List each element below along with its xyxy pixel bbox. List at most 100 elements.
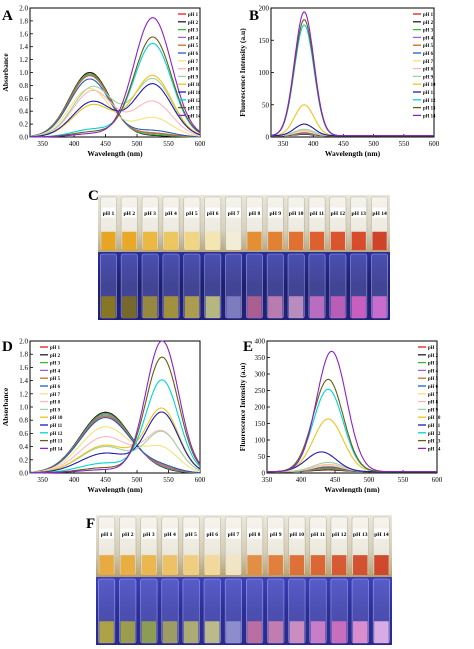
vial — [245, 253, 263, 319]
vial — [224, 578, 242, 644]
legend-entry: pH 8 — [428, 401, 439, 406]
vial — [141, 253, 159, 319]
y-tick-label: 100 — [259, 69, 270, 77]
legend-entry: pH 12 — [188, 99, 201, 104]
x-tick-label: 600 — [429, 140, 440, 148]
vial: pH 2 — [119, 516, 137, 576]
x-tick-label: 500 — [132, 140, 143, 148]
vial: pH 11 — [309, 516, 327, 576]
vial — [182, 578, 200, 644]
plot-frame — [266, 340, 438, 474]
vial-label: pH 14 — [374, 532, 389, 538]
legend-entry: pH 11 — [50, 424, 63, 429]
x-axis-label: Wavelength (nm) — [87, 149, 143, 158]
x-tick-label: 450 — [100, 476, 111, 484]
x-tick-label: 500 — [364, 476, 375, 484]
legend-entry: pH 7 — [188, 60, 199, 65]
x-tick-label: 600 — [195, 476, 206, 484]
legend-entry: pH 10 — [423, 83, 436, 88]
vial-label: pH 13 — [353, 532, 368, 538]
panel-label-e: E — [243, 339, 253, 355]
legend-entry: pH 1 — [423, 13, 434, 18]
y-tick-label: 0.0 — [19, 134, 28, 142]
vial — [98, 578, 116, 644]
legend-entry: pH 7 — [50, 393, 61, 398]
x-tick-label: 400 — [308, 140, 319, 148]
legend-entry: pH 5 — [188, 44, 199, 49]
vial: pH 4 — [161, 516, 179, 576]
panel-label-b: B — [249, 8, 259, 24]
y-tick-label: 100 — [255, 437, 266, 445]
legend-entry: pH 11 — [188, 91, 201, 96]
vial — [162, 253, 180, 319]
vial: pH 4 — [162, 196, 180, 251]
series-line — [266, 451, 437, 473]
y-tick-label: 0.4 — [19, 443, 28, 451]
vial: pH 11 — [308, 196, 326, 251]
series-line — [29, 78, 200, 138]
legend-entry: pH 2 — [423, 21, 434, 26]
vial-label: pH 8 — [249, 532, 261, 538]
series-line — [29, 416, 201, 474]
legend-entry: pH 2 — [50, 354, 61, 359]
vials-photo-uv-1 — [98, 252, 390, 320]
vial: pH 5 — [182, 516, 200, 576]
y-tick-label: 0.6 — [19, 430, 28, 438]
vial-label: pH 11 — [310, 211, 324, 217]
legend-entry: pH 11 — [428, 424, 441, 429]
vial-label: pH 2 — [123, 211, 135, 217]
legend-entry: pH 12 — [423, 99, 436, 104]
legend-entry: pH 5 — [428, 377, 439, 382]
vial: pH 1 — [99, 196, 117, 251]
vial-label: pH 6 — [206, 532, 218, 538]
legend-entry: pH 9 — [423, 75, 434, 80]
legend-entry: pH 14 — [423, 114, 436, 119]
legend-entry: pH 13 — [423, 107, 436, 112]
y-tick-label: 1.8 — [19, 17, 28, 25]
x-tick-label: 500 — [368, 140, 379, 148]
vial-label: pH 3 — [143, 532, 155, 538]
series-line — [29, 88, 201, 137]
series-line — [270, 19, 434, 137]
legend-entry: pH 2 — [428, 354, 439, 359]
legend-entry: pH 10 — [50, 416, 63, 421]
vial — [308, 253, 326, 319]
legend-entry: pH 6 — [423, 52, 434, 57]
vial: pH 6 — [204, 196, 222, 251]
vial: pH 5 — [183, 196, 201, 251]
legend-entry: pH 3 — [423, 29, 434, 34]
y-tick-label: 300 — [255, 371, 266, 379]
legend-entry: pH 11 — [423, 91, 436, 96]
legend-entry: pH 6 — [50, 385, 61, 390]
y-tick-label: 1.0 — [19, 69, 28, 77]
vial — [225, 253, 243, 319]
y-tick-label: 400 — [255, 338, 266, 346]
chart-a: A 350 400 450 500 550 600 0.0 0.2 0.4 0.6 0.8 1.0 1.… — [1, 5, 206, 159]
x-tick-label: 450 — [100, 140, 111, 148]
y-tick-label: 0.0 — [19, 470, 28, 478]
vial — [372, 578, 390, 644]
vial-label: pH 10 — [290, 532, 305, 538]
series-line — [30, 379, 201, 474]
vial-label: pH 7 — [228, 211, 240, 217]
x-tick-label: 600 — [195, 140, 206, 148]
vial: pH 13 — [351, 516, 369, 576]
legend-entry: pH 9 — [188, 75, 199, 80]
vial-label: pH 3 — [144, 211, 156, 217]
vial: pH 12 — [330, 516, 348, 576]
legend-entry: pH 4 — [188, 36, 199, 41]
vial: pH 2 — [120, 196, 138, 251]
y-tick-label: 0.8 — [19, 417, 28, 425]
series-line — [29, 411, 201, 474]
x-tick-label: 350 — [278, 140, 289, 148]
x-axis-label: Wavelength (nm) — [87, 485, 143, 493]
y-tick-label: 250 — [255, 387, 266, 395]
y-tick-label: 50 — [262, 101, 270, 109]
legend-entry: pH 9 — [428, 408, 439, 413]
series-line — [29, 74, 201, 138]
y-tick-label: 2.0 — [19, 338, 28, 346]
y-tick-label: 1.2 — [19, 390, 28, 398]
x-tick-label: 450 — [338, 140, 349, 148]
x-tick-label: 350 — [37, 476, 48, 484]
vial: pH 10 — [287, 196, 305, 251]
